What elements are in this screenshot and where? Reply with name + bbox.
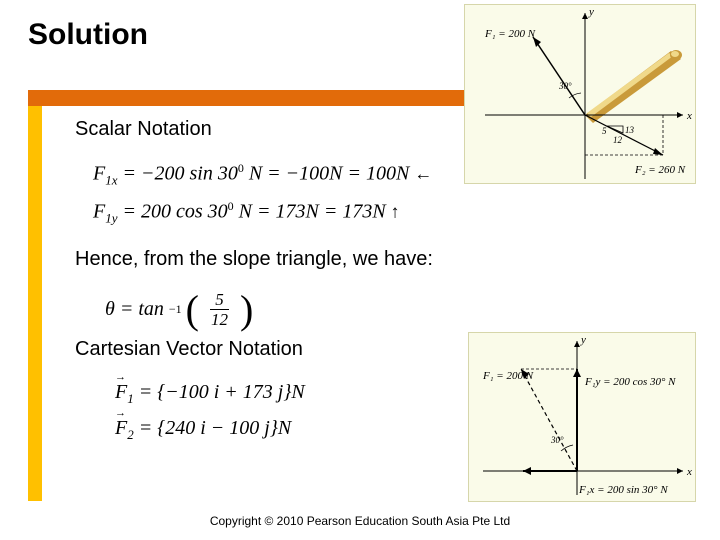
eq-cv2: →F2 = {240 i − 100 j}N	[115, 417, 675, 443]
lparen-icon: (	[186, 294, 199, 326]
up-arrow-icon: ↑	[391, 201, 400, 221]
left-arrow-icon: ←	[414, 164, 432, 184]
cv2-body: = {240 i − 100 j}N	[134, 417, 291, 439]
theta-den: 12	[206, 310, 233, 328]
equation-block-1: F1x = −200 sin 300 N = −100N = 100N ← F1…	[93, 161, 675, 226]
eq-f1x-mid: N = −100N = 100N	[244, 163, 415, 185]
eq-theta: θ = tan −1 ( 5 12 )	[105, 291, 675, 328]
eq-f1y-sym: F	[93, 200, 105, 222]
f1x-label: F₁x = 200 sin 30° N	[578, 484, 668, 496]
cv1-lhs: →F	[115, 381, 127, 404]
cv1-body: = {−100 i + 173 j}N	[134, 381, 305, 403]
angle-label: 30°	[558, 81, 572, 91]
rod-icon	[585, 50, 682, 123]
rparen-icon: )	[240, 294, 253, 326]
eq-f1y: F1y = 200 cos 300 N = 173N = 173N ↑	[93, 199, 675, 227]
eq-f1x-sym: F	[93, 163, 105, 185]
eq-f1x-sub: 1x	[105, 173, 117, 188]
copyright-text: Copyright © 2010 Pearson Education South…	[0, 514, 720, 528]
content-area: Scalar Notation F1x = −200 sin 300 N = −…	[75, 118, 675, 453]
subhead-cartesian: Cartesian Vector Notation	[75, 338, 675, 361]
subhead-slope: Hence, from the slope triangle, we have:	[75, 248, 675, 271]
theta-sym: θ = tan	[105, 298, 164, 321]
title-block: Solution	[28, 18, 148, 52]
page-title: Solution	[28, 18, 148, 52]
theta-fraction: 5 12	[203, 291, 236, 328]
x-axis-label-2: x	[686, 466, 692, 478]
eq-f1y-mid: N = 173N = 173N	[234, 200, 391, 222]
y-axis-label: y	[588, 6, 594, 18]
theta-sup: −1	[169, 302, 182, 317]
equation-block-2: →F1 = {−100 i + 173 j}N →F2 = {240 i − 1…	[115, 381, 675, 443]
eq-cv1: →F1 = {−100 i + 173 j}N	[115, 381, 675, 407]
eq-f1y-rhs: = 200 cos 30	[118, 200, 228, 222]
cv2-lhs: →F	[115, 417, 127, 440]
f1-label: F₁ = 200 N	[484, 28, 536, 40]
eq-f1x: F1x = −200 sin 300 N = −100N = 100N ←	[93, 161, 675, 189]
x-axis-label: x	[686, 110, 692, 122]
subhead-scalar: Scalar Notation	[75, 118, 675, 141]
eq-f1x-rhs: = −200 sin 30	[118, 163, 238, 185]
eq-f1y-sub: 1y	[105, 210, 117, 225]
theta-num: 5	[210, 291, 229, 310]
yellow-side-bar	[28, 106, 42, 501]
